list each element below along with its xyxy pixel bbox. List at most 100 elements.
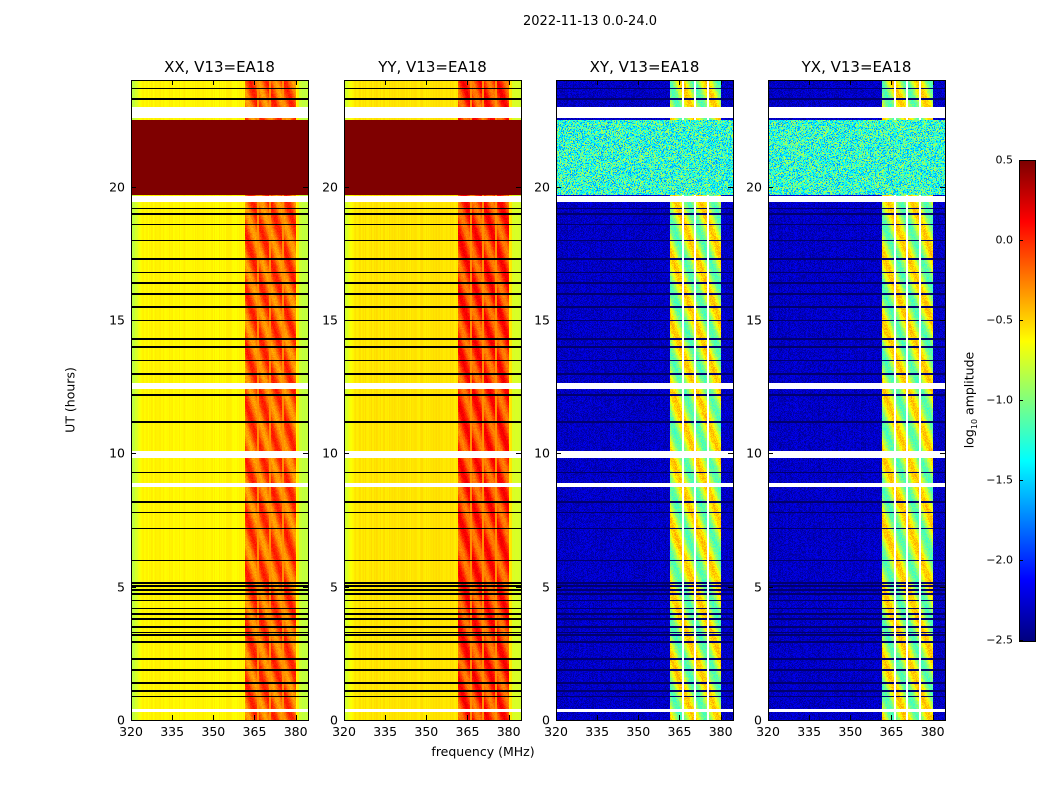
y-tick-mark bbox=[556, 453, 561, 455]
panel-frame bbox=[344, 80, 522, 721]
y-tick-mark-right bbox=[940, 453, 945, 455]
x-tick-label: 380 bbox=[283, 724, 308, 739]
y-tick-mark bbox=[131, 453, 136, 455]
colorbar-label-main: log bbox=[961, 429, 977, 449]
x-tick-label: 320 bbox=[544, 724, 568, 739]
y-tick-mark-right bbox=[728, 453, 733, 455]
y-tick-label: 10 bbox=[322, 445, 338, 461]
colorbar-label-rest: amplitude bbox=[961, 351, 977, 419]
x-tick-mark-top bbox=[891, 80, 893, 85]
x-tick-label: 350 bbox=[201, 724, 226, 739]
x-tick-label: 320 bbox=[119, 724, 143, 739]
x-tick-mark bbox=[295, 715, 297, 720]
panel-frame bbox=[131, 80, 309, 721]
x-tick-mark-top bbox=[254, 80, 256, 85]
x-tick-label: 350 bbox=[838, 724, 863, 739]
x-tick-mark bbox=[213, 715, 215, 720]
panel-frame bbox=[768, 80, 946, 721]
y-tick-mark-right bbox=[940, 320, 945, 321]
y-tick-mark bbox=[344, 453, 349, 455]
y-tick-mark bbox=[131, 186, 136, 188]
x-tick-mark bbox=[891, 715, 893, 720]
colorbar bbox=[1019, 160, 1036, 642]
x-tick-label: 350 bbox=[626, 724, 651, 739]
heatmap-xx bbox=[131, 80, 308, 720]
y-tick-mark-right bbox=[303, 586, 308, 588]
colorbar-tick-label: −2.0 bbox=[986, 553, 1013, 567]
y-tick-mark bbox=[344, 320, 349, 321]
y-tick-label: 20 bbox=[109, 179, 125, 195]
y-tick-label: 20 bbox=[534, 179, 550, 195]
y-tick-label: 0 bbox=[117, 712, 125, 728]
x-tick-label: 365 bbox=[455, 724, 480, 739]
heatmap-xy bbox=[556, 80, 733, 720]
x-tick-label: 380 bbox=[920, 724, 945, 739]
y-tick-label: 10 bbox=[534, 445, 550, 461]
y-tick-label: 15 bbox=[534, 312, 550, 328]
x-tick-mark-top bbox=[932, 80, 934, 85]
x-tick-mark bbox=[597, 715, 599, 720]
x-tick-mark bbox=[254, 715, 256, 720]
panel-title: YX, V13=EA18 bbox=[801, 58, 912, 76]
panel-title: XY, V13=EA18 bbox=[589, 58, 700, 76]
x-tick-mark bbox=[344, 715, 345, 720]
panel-title: XX, V13=EA18 bbox=[164, 58, 275, 76]
y-tick-mark bbox=[768, 320, 773, 321]
y-tick-label: 15 bbox=[322, 312, 338, 328]
y-tick-mark bbox=[768, 453, 773, 455]
y-tick-mark bbox=[344, 186, 349, 188]
y-tick-mark bbox=[556, 586, 561, 588]
y-tick-mark-right bbox=[728, 186, 733, 188]
y-tick-label: 5 bbox=[754, 579, 762, 595]
y-tick-mark-right bbox=[516, 186, 521, 188]
y-tick-mark-right bbox=[303, 720, 308, 721]
y-tick-mark-right bbox=[516, 720, 521, 721]
x-tick-mark-top bbox=[172, 80, 174, 85]
x-tick-label: 365 bbox=[242, 724, 267, 739]
colorbar-tick-label: −1.5 bbox=[986, 473, 1013, 487]
y-tick-mark bbox=[768, 586, 773, 588]
heatmap-yy bbox=[344, 80, 521, 720]
y-tick-label: 15 bbox=[109, 312, 125, 328]
y-tick-label: 10 bbox=[109, 445, 125, 461]
x-tick-mark-top bbox=[131, 80, 132, 85]
panel-frame bbox=[556, 80, 734, 721]
y-tick-mark bbox=[556, 320, 561, 321]
y-tick-mark bbox=[556, 720, 561, 721]
x-tick-mark bbox=[172, 715, 174, 720]
y-tick-mark-right bbox=[516, 453, 521, 455]
y-tick-mark-right bbox=[303, 453, 308, 455]
y-tick-mark bbox=[344, 720, 349, 721]
x-tick-label: 380 bbox=[708, 724, 733, 739]
x-tick-label: 320 bbox=[756, 724, 780, 739]
y-tick-mark bbox=[768, 186, 773, 188]
x-tick-mark-top bbox=[426, 80, 428, 85]
y-tick-mark-right bbox=[728, 586, 733, 588]
colorbar-tick-mark bbox=[1019, 240, 1023, 241]
y-tick-mark bbox=[131, 320, 136, 321]
x-tick-mark-top bbox=[295, 80, 297, 85]
colorbar-tick-mark bbox=[1019, 480, 1023, 481]
panel-title: YY, V13=EA18 bbox=[378, 58, 487, 76]
y-tick-label: 5 bbox=[542, 579, 550, 595]
x-tick-label: 335 bbox=[585, 724, 610, 739]
y-tick-mark-right bbox=[303, 186, 308, 188]
y-tick-mark-right bbox=[728, 320, 733, 321]
x-tick-mark-top bbox=[679, 80, 681, 85]
colorbar-tick-label: 0.0 bbox=[995, 233, 1014, 247]
y-tick-mark-right bbox=[728, 720, 733, 721]
colorbar-tick-label: 0.5 bbox=[995, 153, 1014, 167]
x-tick-mark-top bbox=[213, 80, 215, 85]
y-tick-mark-right bbox=[516, 586, 521, 588]
x-tick-mark bbox=[850, 715, 852, 720]
y-axis-label: UT (hours) bbox=[62, 367, 78, 433]
y-tick-label: 0 bbox=[542, 712, 550, 728]
x-tick-mark bbox=[768, 715, 769, 720]
x-tick-mark bbox=[426, 715, 428, 720]
y-tick-label: 20 bbox=[322, 179, 338, 195]
figure-title: 2022-11-13 0.0-24.0 bbox=[523, 14, 657, 29]
x-tick-label: 365 bbox=[879, 724, 904, 739]
x-tick-mark-top bbox=[344, 80, 345, 85]
colorbar-tick-label: −0.5 bbox=[986, 313, 1013, 327]
